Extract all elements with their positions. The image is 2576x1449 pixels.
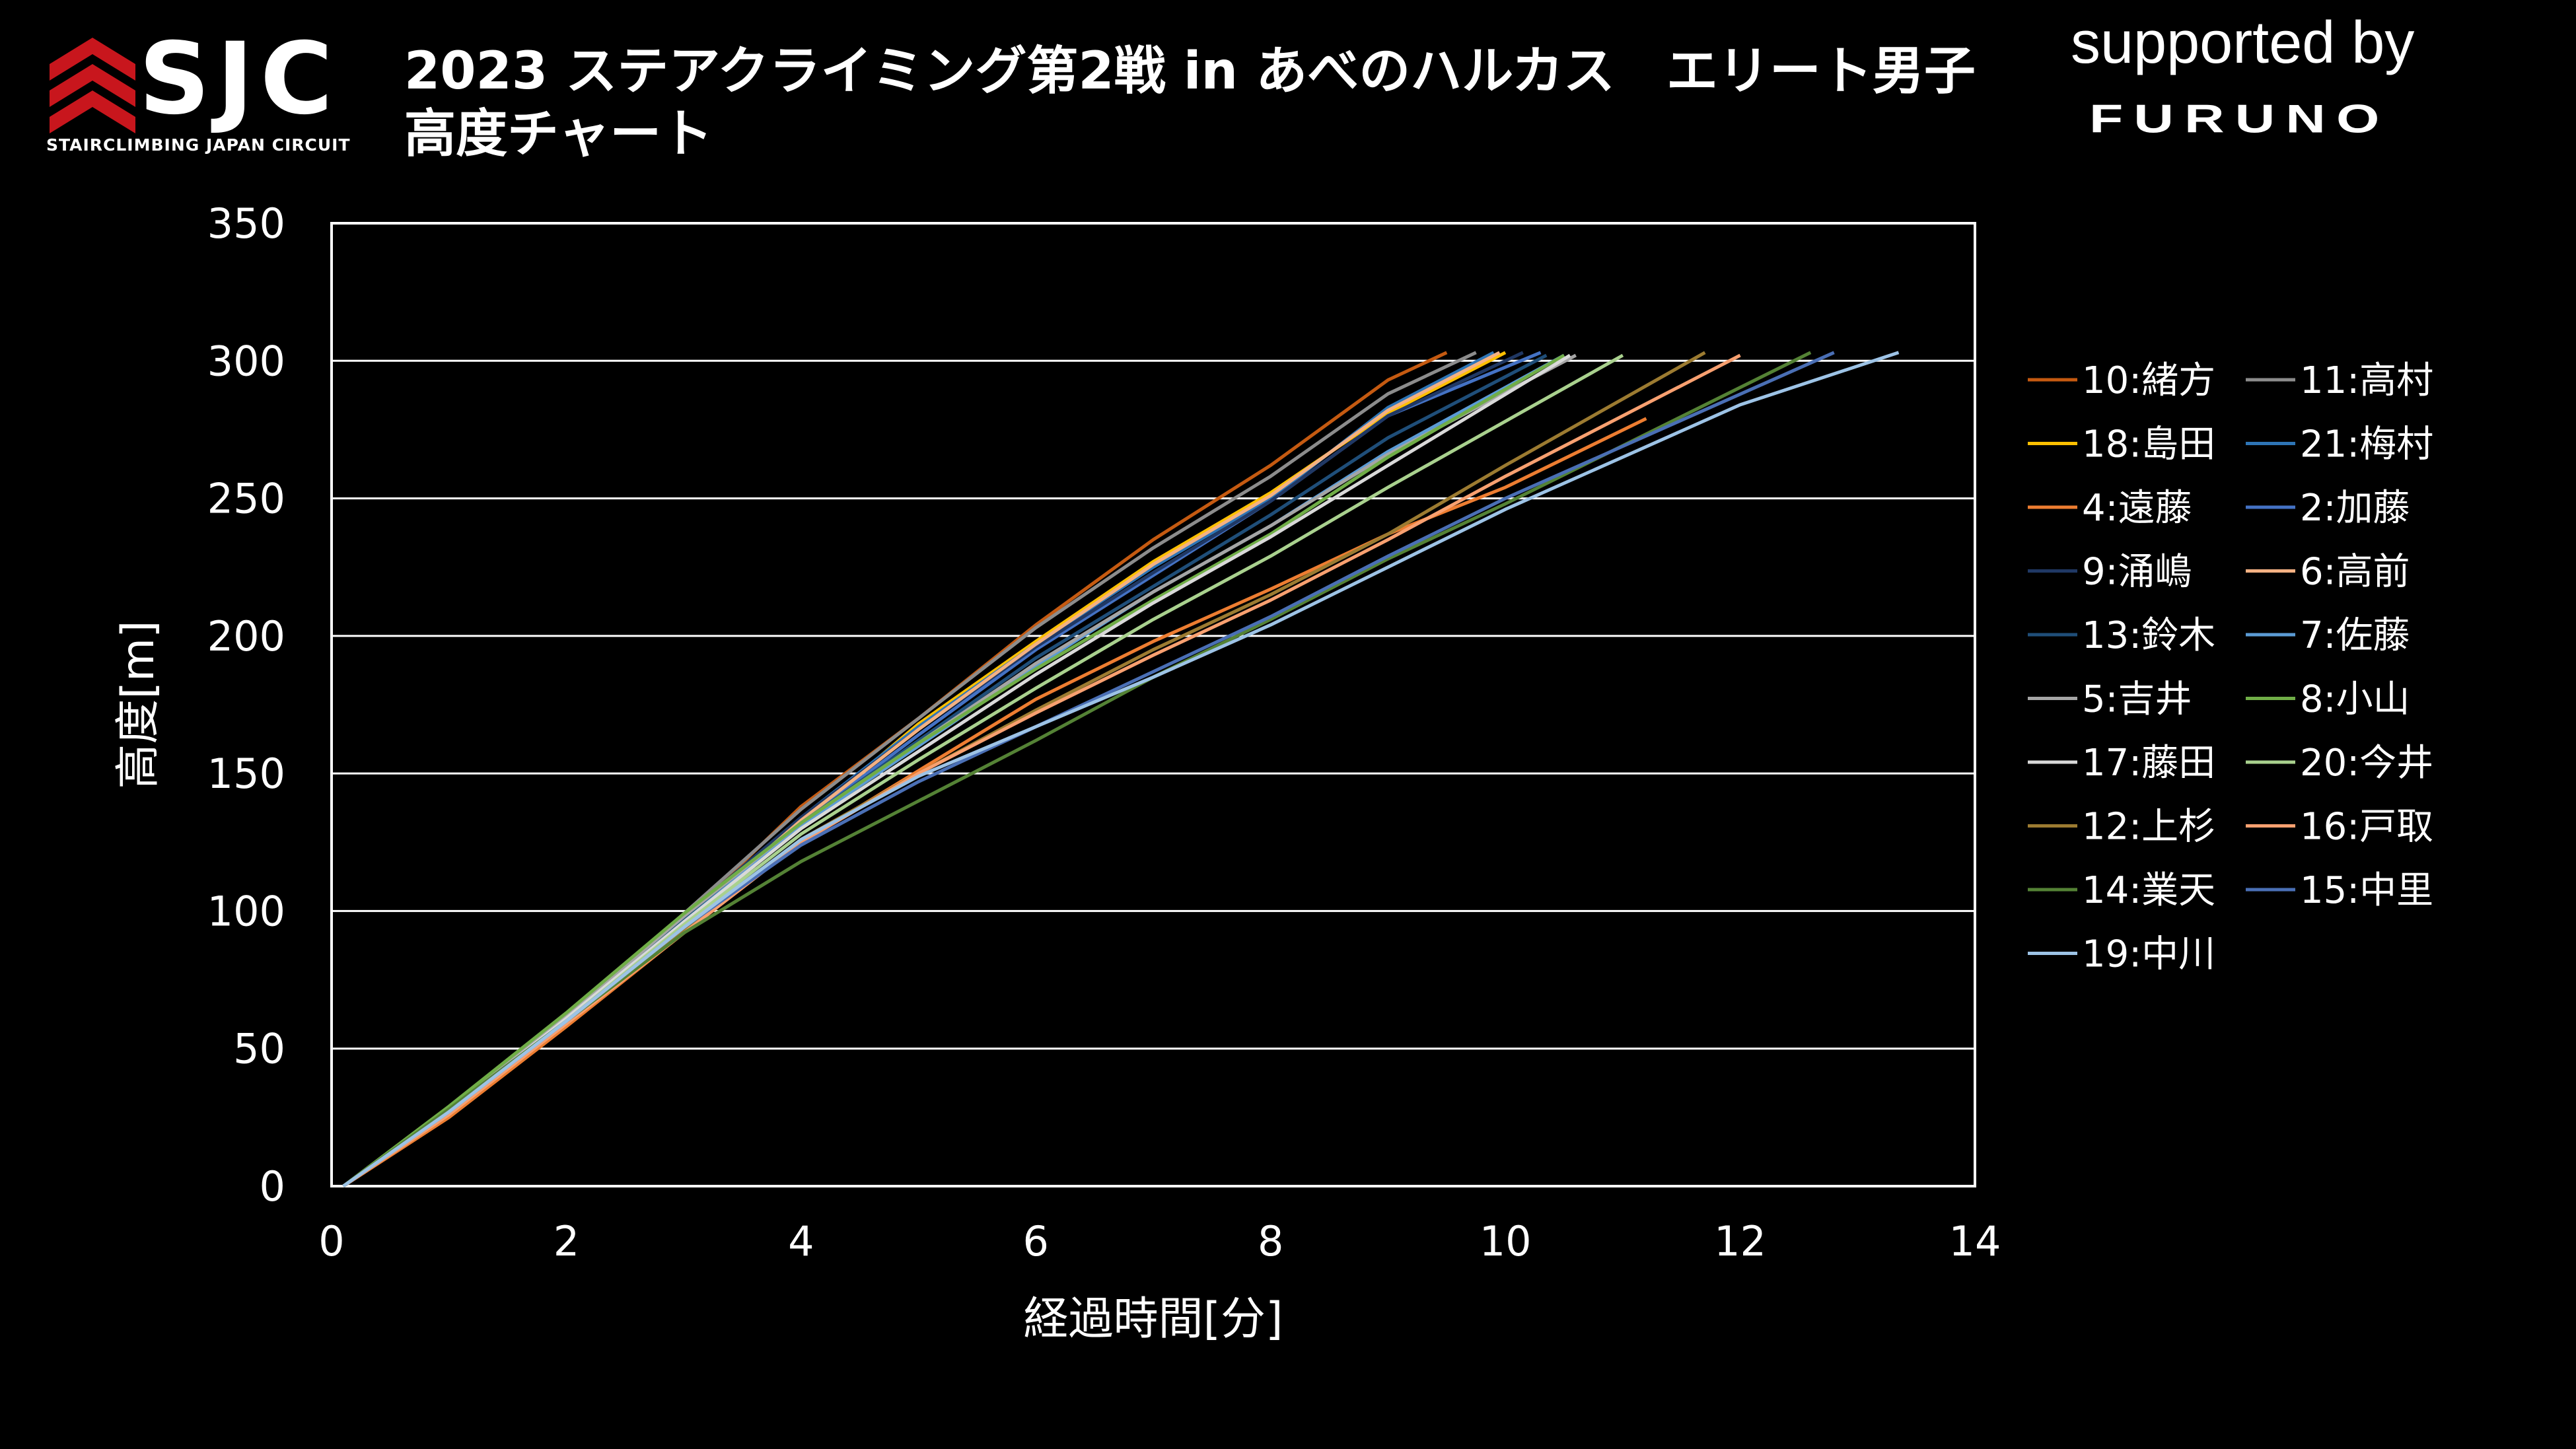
x-tick-label: 0	[318, 1217, 344, 1265]
series-line-18	[342, 351, 1835, 1188]
y-tick-label: 0	[260, 1162, 285, 1211]
legend-label: 2:加藤	[2300, 487, 2410, 530]
chevron-logo-icon	[50, 38, 135, 133]
series-line-5	[342, 417, 1647, 1188]
legend-label: 7:佐藤	[2300, 614, 2410, 657]
y-tick-label: 250	[207, 475, 285, 523]
legend-label: 18:島田	[2082, 423, 2215, 466]
legend-label: 10:緒方	[2082, 359, 2215, 402]
legend-label: 14:業天	[2082, 869, 2215, 912]
series-line-10	[342, 353, 1565, 1188]
series-line-17	[342, 351, 1812, 1188]
legend-label: 17:藤田	[2082, 742, 2215, 785]
grid-lines	[332, 359, 1975, 1050]
x-tick-label: 2	[554, 1217, 579, 1265]
series-line-14	[342, 353, 1624, 1188]
logo-wordmark: SJC	[139, 22, 340, 137]
legend-label: 11:高村	[2300, 359, 2433, 402]
x-tick-label: 14	[1949, 1217, 2001, 1265]
legend-label: 13:鈴木	[2082, 614, 2215, 657]
legend-label: 20:今井	[2300, 742, 2433, 785]
legend-label: 8:小山	[2300, 678, 2410, 721]
x-tick-labels: 0 2 4 6 8 10 12 14	[318, 1217, 2001, 1265]
x-tick-label: 10	[1480, 1217, 1532, 1265]
y-axis-label: 高度[m]	[112, 620, 164, 789]
legend-label: 16:戸取	[2300, 806, 2433, 849]
legend-label: 21:梅村	[2300, 423, 2433, 466]
legend-label: 12:上杉	[2082, 806, 2215, 849]
chart-subtitle: 高度チャート	[404, 104, 713, 164]
series-line-13	[342, 353, 1571, 1188]
chart-title: 2023 ステアクライミング第2戦 in あべのハルカス エリート男子	[404, 42, 1976, 101]
legend: 10:緒方 11:高村 18:島田 21:梅村 4:遠藤 2:加藤 9:涌嶋 6:高前 13:鈴…	[2028, 359, 2433, 976]
series-line-19	[342, 351, 1900, 1188]
legend-label: 15:中里	[2300, 869, 2433, 912]
sponsor-logo: FURUNO	[2089, 96, 2390, 141]
legend-label: 9:涌嶋	[2082, 551, 2192, 594]
x-tick-label: 6	[1023, 1217, 1049, 1265]
y-tick-label: 150	[207, 750, 285, 798]
sjc-logo: SJC STAIRCLIMBING JAPAN CIRCUIT	[40, 26, 350, 159]
x-axis-label: 経過時間[分]	[1023, 1293, 1283, 1345]
y-tick-label: 50	[233, 1025, 285, 1073]
x-tick-label: 8	[1258, 1217, 1283, 1265]
series-line-16	[342, 353, 1741, 1188]
supported-by-label: supported by	[2071, 10, 2415, 76]
y-tick-labels: 0 50 100 150 200 250 300 350	[207, 199, 285, 1211]
series-line-12	[342, 353, 1565, 1187]
legend-label: 4:遠藤	[2082, 487, 2192, 530]
legend-label: 5:吉井	[2082, 678, 2192, 721]
series-lines	[342, 351, 1900, 1188]
series-line-11	[342, 353, 1577, 1188]
legend-label: 19:中川	[2082, 933, 2215, 976]
y-tick-label: 100	[207, 887, 285, 935]
y-tick-label: 350	[207, 199, 285, 248]
plot-area	[330, 222, 1976, 1187]
y-tick-label: 300	[207, 337, 285, 385]
x-tick-label: 4	[788, 1217, 814, 1265]
x-tick-label: 12	[1714, 1217, 1766, 1265]
legend-label: 6:高前	[2300, 551, 2410, 594]
y-tick-label: 200	[207, 612, 285, 660]
logo-subtext: STAIRCLIMBING JAPAN CIRCUIT	[46, 135, 351, 155]
